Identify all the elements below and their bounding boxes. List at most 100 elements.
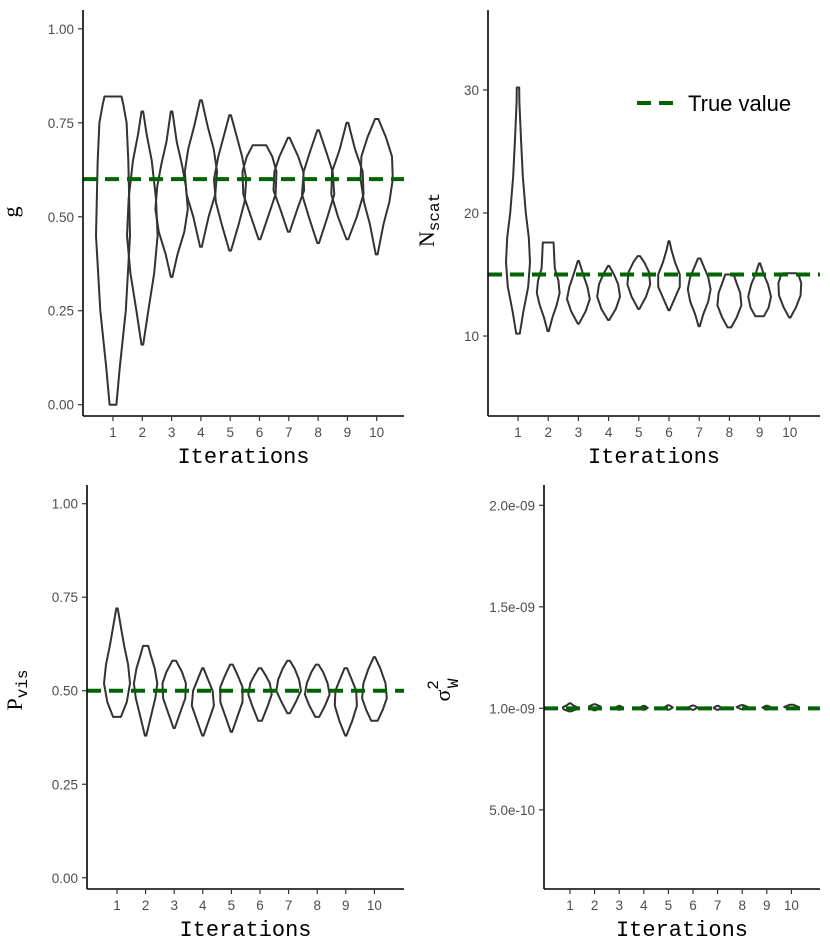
violins-pvis — [103, 607, 388, 737]
x-tick-label: 3 — [170, 898, 178, 913]
x-tick-label: 9 — [763, 898, 771, 913]
axes-g: 0.00 0.25 0.50 0.75 1.00 1 2 3 4 5 6 7 8 9 10 — [48, 10, 404, 440]
x-tick-label: 4 — [197, 425, 205, 440]
x-tick-label: 6 — [689, 898, 697, 913]
y-tick-label: 0.00 — [52, 871, 78, 886]
violin-4 — [596, 264, 621, 321]
violin-7 — [275, 659, 302, 715]
y-tick-label: 0.25 — [52, 777, 78, 792]
panel-sigma: 5.0e-101.0e-091.5e-092.0e-091 2 3 4 5 6 7 8 9 10 … — [425, 485, 820, 943]
violin-3 — [161, 659, 187, 730]
y-tick-label: 20 — [464, 206, 479, 221]
y-axis-title-sup: 2 — [425, 680, 443, 690]
x-tick-label: 7 — [714, 898, 722, 913]
x-tick-label: 4 — [640, 898, 648, 913]
panel-g: 0.00 0.25 0.50 0.75 1.00 1 2 3 4 5 6 7 8 9 10 Iteratio… — [0, 10, 404, 470]
y-tick-label: 10 — [464, 329, 479, 344]
axes-sigma: 5.0e-10 1.0e-09 1.5e-09 2.0e-09 1 2 3 4 5 6 7 8 9 10 — [489, 485, 820, 913]
violin-6 — [247, 667, 273, 722]
x-tick-label: 8 — [726, 425, 734, 440]
violin-2 — [126, 110, 159, 346]
y-tick-label: 1.00 — [52, 497, 78, 512]
axes-nscat: 10 20 30 1 2 3 4 5 6 7 8 9 10 — [464, 10, 820, 440]
panel-pvis: 0.00 0.25 0.50 0.75 1.00 1 2 3 4 5 6 7 8 9 10 Iteratio… — [2, 485, 404, 943]
violin-9 — [333, 667, 358, 737]
violin-4 — [190, 667, 215, 737]
x-tick-label: 9 — [756, 425, 764, 440]
violin-5 — [626, 255, 652, 310]
y-axis-title-main: g — [0, 207, 23, 218]
y-tick-label: 5.0e-10 — [489, 803, 535, 818]
x-tick-label: 2 — [139, 425, 147, 440]
y-tick-label: 1.0e-09 — [489, 701, 535, 716]
y-tick-label: 0.25 — [48, 304, 74, 319]
violin-7 — [686, 257, 712, 328]
violin-5 — [219, 663, 244, 733]
violin-6 — [657, 240, 681, 312]
violin-4 — [183, 99, 219, 248]
violin-8 — [716, 273, 743, 329]
x-tick-label: 6 — [256, 425, 264, 440]
violins-nscat — [505, 86, 803, 335]
y-axis-title-main: N — [414, 231, 439, 247]
x-tick-label: 10 — [782, 425, 797, 440]
x-tick-label: 4 — [605, 425, 613, 440]
x-tick-label: 10 — [369, 425, 384, 440]
y-tick-label: 1.00 — [48, 22, 74, 37]
y-axis-title-sub: W — [445, 678, 463, 688]
x-tick-label: 6 — [665, 425, 673, 440]
x-tick-label: 10 — [784, 898, 799, 913]
x-axis-title-g: Iterations — [177, 445, 309, 470]
x-tick-label: 10 — [367, 898, 382, 913]
x-tick-label: 4 — [199, 898, 207, 913]
x-tick-label: 8 — [313, 898, 321, 913]
violin-8 — [301, 129, 336, 245]
x-tick-label: 6 — [256, 898, 264, 913]
x-axis-title-pvis: Iterations — [179, 918, 311, 943]
x-tick-label: 9 — [344, 425, 352, 440]
x-tick-label: 5 — [226, 425, 234, 440]
y-axis-title-main: P — [2, 698, 27, 710]
y-axis-title-pvis: Pvis — [2, 669, 32, 710]
x-tick-label: 7 — [285, 425, 293, 440]
violin-10 — [777, 272, 803, 319]
y-tick-label: 0.75 — [48, 116, 74, 131]
x-tick-label: 3 — [168, 425, 176, 440]
x-axis-title-sigma: Iterations — [616, 918, 748, 943]
violins-g — [95, 95, 394, 406]
x-tick-label: 1 — [514, 425, 522, 440]
violin-6 — [241, 144, 278, 241]
violin-3 — [154, 110, 189, 278]
y-tick-label: 1.5e-09 — [489, 600, 535, 615]
violin-1 — [103, 607, 131, 718]
y-axis-title-g: g — [0, 207, 23, 218]
x-tick-label: 2 — [544, 425, 552, 440]
y-axis-title-sub: vis — [14, 669, 32, 698]
x-axis-title-nscat: Iterations — [588, 445, 720, 470]
violin-10 — [359, 118, 394, 256]
y-axis-title-sub: scat — [426, 193, 444, 231]
legend-label: True value — [688, 91, 791, 116]
x-tick-label: 9 — [342, 898, 350, 913]
violin-5 — [213, 114, 248, 252]
x-tick-label: 3 — [575, 425, 583, 440]
violin-2 — [535, 241, 561, 333]
y-axis-title-main: σ — [430, 690, 455, 702]
x-tick-label: 8 — [314, 425, 322, 440]
y-axis-title-nscat: Nscat — [414, 193, 444, 247]
x-tick-label: 5 — [228, 898, 236, 913]
x-tick-label: 1 — [566, 898, 574, 913]
violin-2 — [132, 644, 159, 737]
y-tick-label: 30 — [464, 83, 479, 98]
y-tick-label: 0.50 — [52, 684, 78, 699]
x-tick-label: 1 — [109, 425, 117, 440]
violin-1 — [95, 95, 131, 406]
legend: True value — [637, 91, 791, 116]
y-tick-label: 0.50 — [48, 210, 74, 225]
x-tick-label: 8 — [738, 898, 746, 913]
y-axis-title-sigma: σ2 W — [425, 678, 463, 701]
x-tick-label: 5 — [635, 425, 643, 440]
violin-9 — [747, 262, 772, 318]
x-tick-label: 2 — [142, 898, 150, 913]
